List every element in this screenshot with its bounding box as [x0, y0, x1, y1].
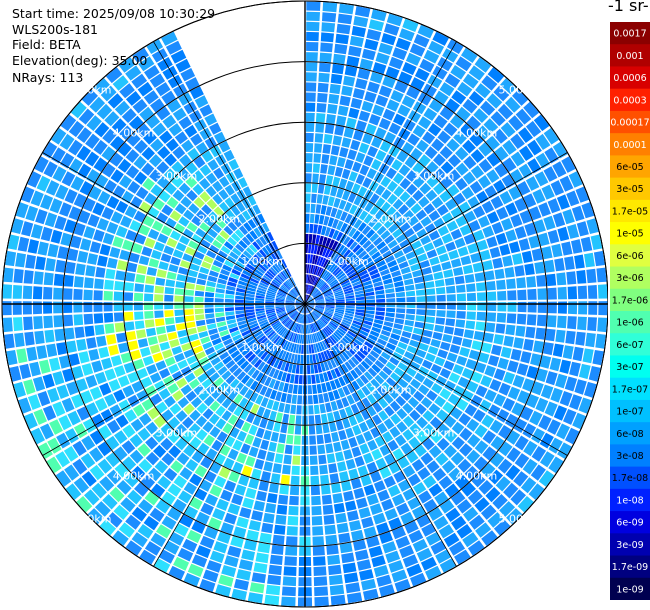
range-label: 4.00km [113, 127, 155, 140]
azimuth-line [304, 41, 457, 305]
colorbar-tick-label: 1.7e-08 [612, 473, 648, 484]
colorbar-swatch [610, 533, 650, 557]
colorbar-swatch [610, 422, 650, 445]
azimuth-line [304, 303, 457, 567]
colorbar-tick-label: 6e-08 [616, 429, 643, 440]
colorbar-swatch [610, 466, 650, 490]
colorbar-swatch [610, 133, 650, 156]
colorbar-tick-label: 1e-06 [616, 318, 643, 329]
colorbar-tick-label: 1.7e-09 [612, 562, 648, 573]
elevation-text: Elevation(deg)35.00 [12, 53, 147, 68]
colorbar-swatch [610, 199, 650, 223]
range-rings [1, 0, 608, 608]
colorbar-title: -1 sr-1 [608, 0, 650, 15]
range-label: 4.00km [456, 469, 498, 482]
colorbar-swatch [610, 110, 650, 134]
azimuth-line [153, 41, 306, 305]
colorbar-tick-label: 1e-08 [616, 495, 643, 506]
colorbar-swatch [610, 288, 650, 312]
range-label: 3.00km [413, 427, 455, 440]
colorbar-swatch [610, 377, 650, 401]
colorbar-tick-label: 1e-05 [616, 229, 643, 240]
colorbar: 0.0017 0.001 0.0006 0.0003 0.00017 0.0001 6e-0… [610, 22, 650, 600]
colorbar-tick-label: 6e-07 [616, 340, 643, 351]
range-label: 2.00km [199, 212, 241, 225]
azimuth-line [42, 303, 306, 456]
colorbar-tick-label: 1e-07 [616, 407, 643, 418]
colorbar-swatch [610, 22, 650, 45]
range-label: 2.00km [370, 212, 412, 225]
colorbar-tick-label: 6e-06 [616, 251, 643, 262]
colorbar-tick-label: 0.0003 [613, 95, 646, 106]
colorbar-tick-label: 3e-06 [616, 273, 643, 284]
colorbar-swatch [610, 355, 650, 379]
start-time-text: Start time2025/09/08 10:30:29 [12, 6, 215, 21]
range-label: 1.00km [327, 255, 369, 268]
colorbar-swatch [610, 222, 650, 245]
colorbar-tick-label: 1.7e-06 [612, 295, 648, 306]
colorbar-tick-label: 3e-07 [616, 362, 643, 373]
colorbar-tick-label: 1.7e-05 [612, 206, 648, 217]
colorbar-tick-label: 1.7e-07 [612, 384, 648, 395]
colorbar-swatch [610, 333, 650, 356]
range-label: 5.00km [70, 84, 112, 97]
range-label: 2.00km [370, 384, 412, 397]
colorbar-swatch [610, 44, 650, 67]
azimuth-line [304, 152, 568, 305]
colorbar-tick-label: 3e-05 [616, 184, 643, 195]
colorbar-swatch [610, 511, 650, 534]
nrays-text: NRays113 [12, 70, 83, 85]
colorbar-tick-label: 6e-09 [616, 518, 643, 529]
colorbar-swatch [610, 311, 650, 334]
range-label: 5.00km [499, 512, 541, 525]
azimuth-line [153, 303, 306, 567]
range-label: 3.00km [156, 169, 198, 182]
range-label: 1.00km [241, 341, 283, 354]
range-label: 1.00km [241, 255, 283, 268]
colorbar-tick-label: 3e-09 [616, 540, 643, 551]
colorbar-swatch [610, 266, 650, 290]
range-label: 5.00km [499, 84, 541, 97]
colorbar-swatch [610, 555, 650, 579]
ppi-plot: 1.00km 2.00km 3.00km 4.00km 5.00km 1.00km 2.00… [1, 0, 608, 608]
colorbar-swatch [610, 244, 650, 268]
range-label: 4.00km [113, 469, 155, 482]
colorbar-tick-label: 0.001 [616, 51, 643, 62]
field-text: FieldBETA [12, 37, 81, 52]
colorbar-swatch [610, 177, 650, 201]
colorbar-swatch [610, 444, 650, 468]
colorbar-tick-label: 3e-08 [616, 451, 643, 462]
colorbar-tick-label: 6e-05 [616, 162, 643, 173]
colorbar-tick-label: 0.0017 [613, 29, 646, 40]
azimuth-line [304, 303, 568, 456]
ppi-range-bins [2, 1, 608, 607]
colorbar-tick-label: 0.0006 [613, 73, 646, 84]
colorbar-swatch [610, 488, 650, 512]
range-label: 3.00km [413, 169, 455, 182]
range-label: 1.00km [327, 341, 369, 354]
range-label: 4.00km [456, 127, 498, 140]
instrument-text: WLS200s-181 [12, 22, 98, 37]
range-label: 2.00km [199, 384, 241, 397]
colorbar-tick-label: 0.0001 [613, 140, 646, 151]
colorbar-tick-label: 0.00017 [610, 118, 649, 129]
colorbar-swatch [610, 577, 650, 600]
colorbar-swatch [610, 399, 650, 423]
colorbar-tick-label: 1e-09 [616, 584, 643, 595]
colorbar-swatch [610, 155, 650, 179]
azimuth-line [42, 152, 306, 305]
range-label: 5.00km [70, 512, 112, 525]
colorbar-swatch [610, 88, 650, 112]
colorbar-swatch [610, 66, 650, 90]
range-label: 3.00km [156, 427, 198, 440]
